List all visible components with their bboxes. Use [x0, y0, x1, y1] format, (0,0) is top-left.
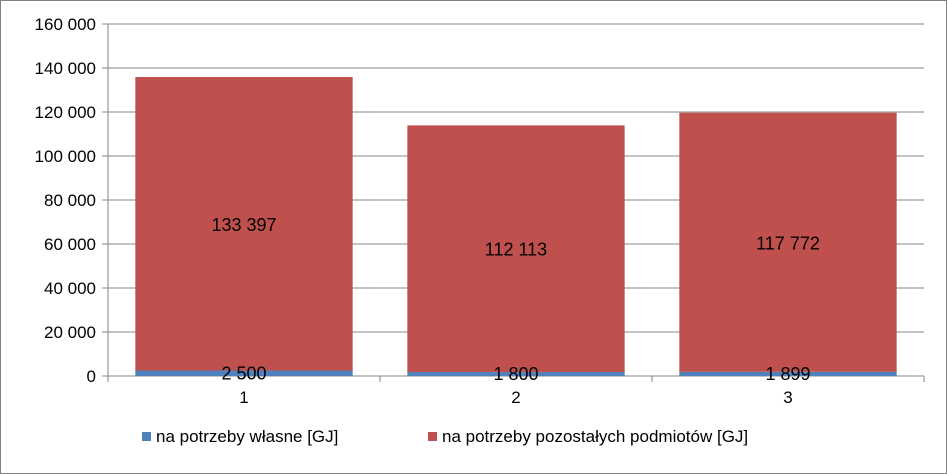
- y-tick-label: 120 000: [35, 103, 96, 122]
- y-tick-label: 0: [87, 367, 96, 386]
- x-tick-label: 3: [783, 388, 792, 407]
- y-tick-label: 40 000: [44, 279, 96, 298]
- y-tick-label: 160 000: [35, 15, 96, 34]
- bar-segment-other-entities: [135, 77, 353, 371]
- legend-label: na potrzeby własne [GJ]: [156, 427, 338, 446]
- legend-label: na potrzeby pozostałych podmiotów [GJ]: [442, 427, 748, 446]
- bar-segment-own-needs: [679, 371, 897, 376]
- data-label-own-needs: 1 899: [765, 364, 810, 384]
- legend-swatch: [428, 432, 437, 441]
- y-tick-label: 20 000: [44, 323, 96, 342]
- y-tick-label: 80 000: [44, 191, 96, 210]
- bar-segment-other-entities: [679, 112, 897, 372]
- x-tick-label: 2: [511, 388, 520, 407]
- bar-segment-own-needs: [135, 370, 353, 376]
- y-tick-label: 60 000: [44, 235, 96, 254]
- x-tick-label: 1: [239, 388, 248, 407]
- data-label-own-needs: 1 800: [493, 364, 538, 384]
- bar-segment-own-needs: [407, 372, 625, 376]
- y-tick-label: 100 000: [35, 147, 96, 166]
- bar-segment-other-entities: [407, 125, 625, 373]
- data-label-other-entities: 133 397: [211, 215, 276, 235]
- data-label-other-entities: 117 772: [756, 233, 820, 253]
- data-label-own-needs: 2 500: [221, 363, 266, 383]
- data-label-other-entities: 112 113: [485, 240, 547, 260]
- legend-swatch: [142, 432, 151, 441]
- y-tick-label: 140 000: [35, 59, 96, 78]
